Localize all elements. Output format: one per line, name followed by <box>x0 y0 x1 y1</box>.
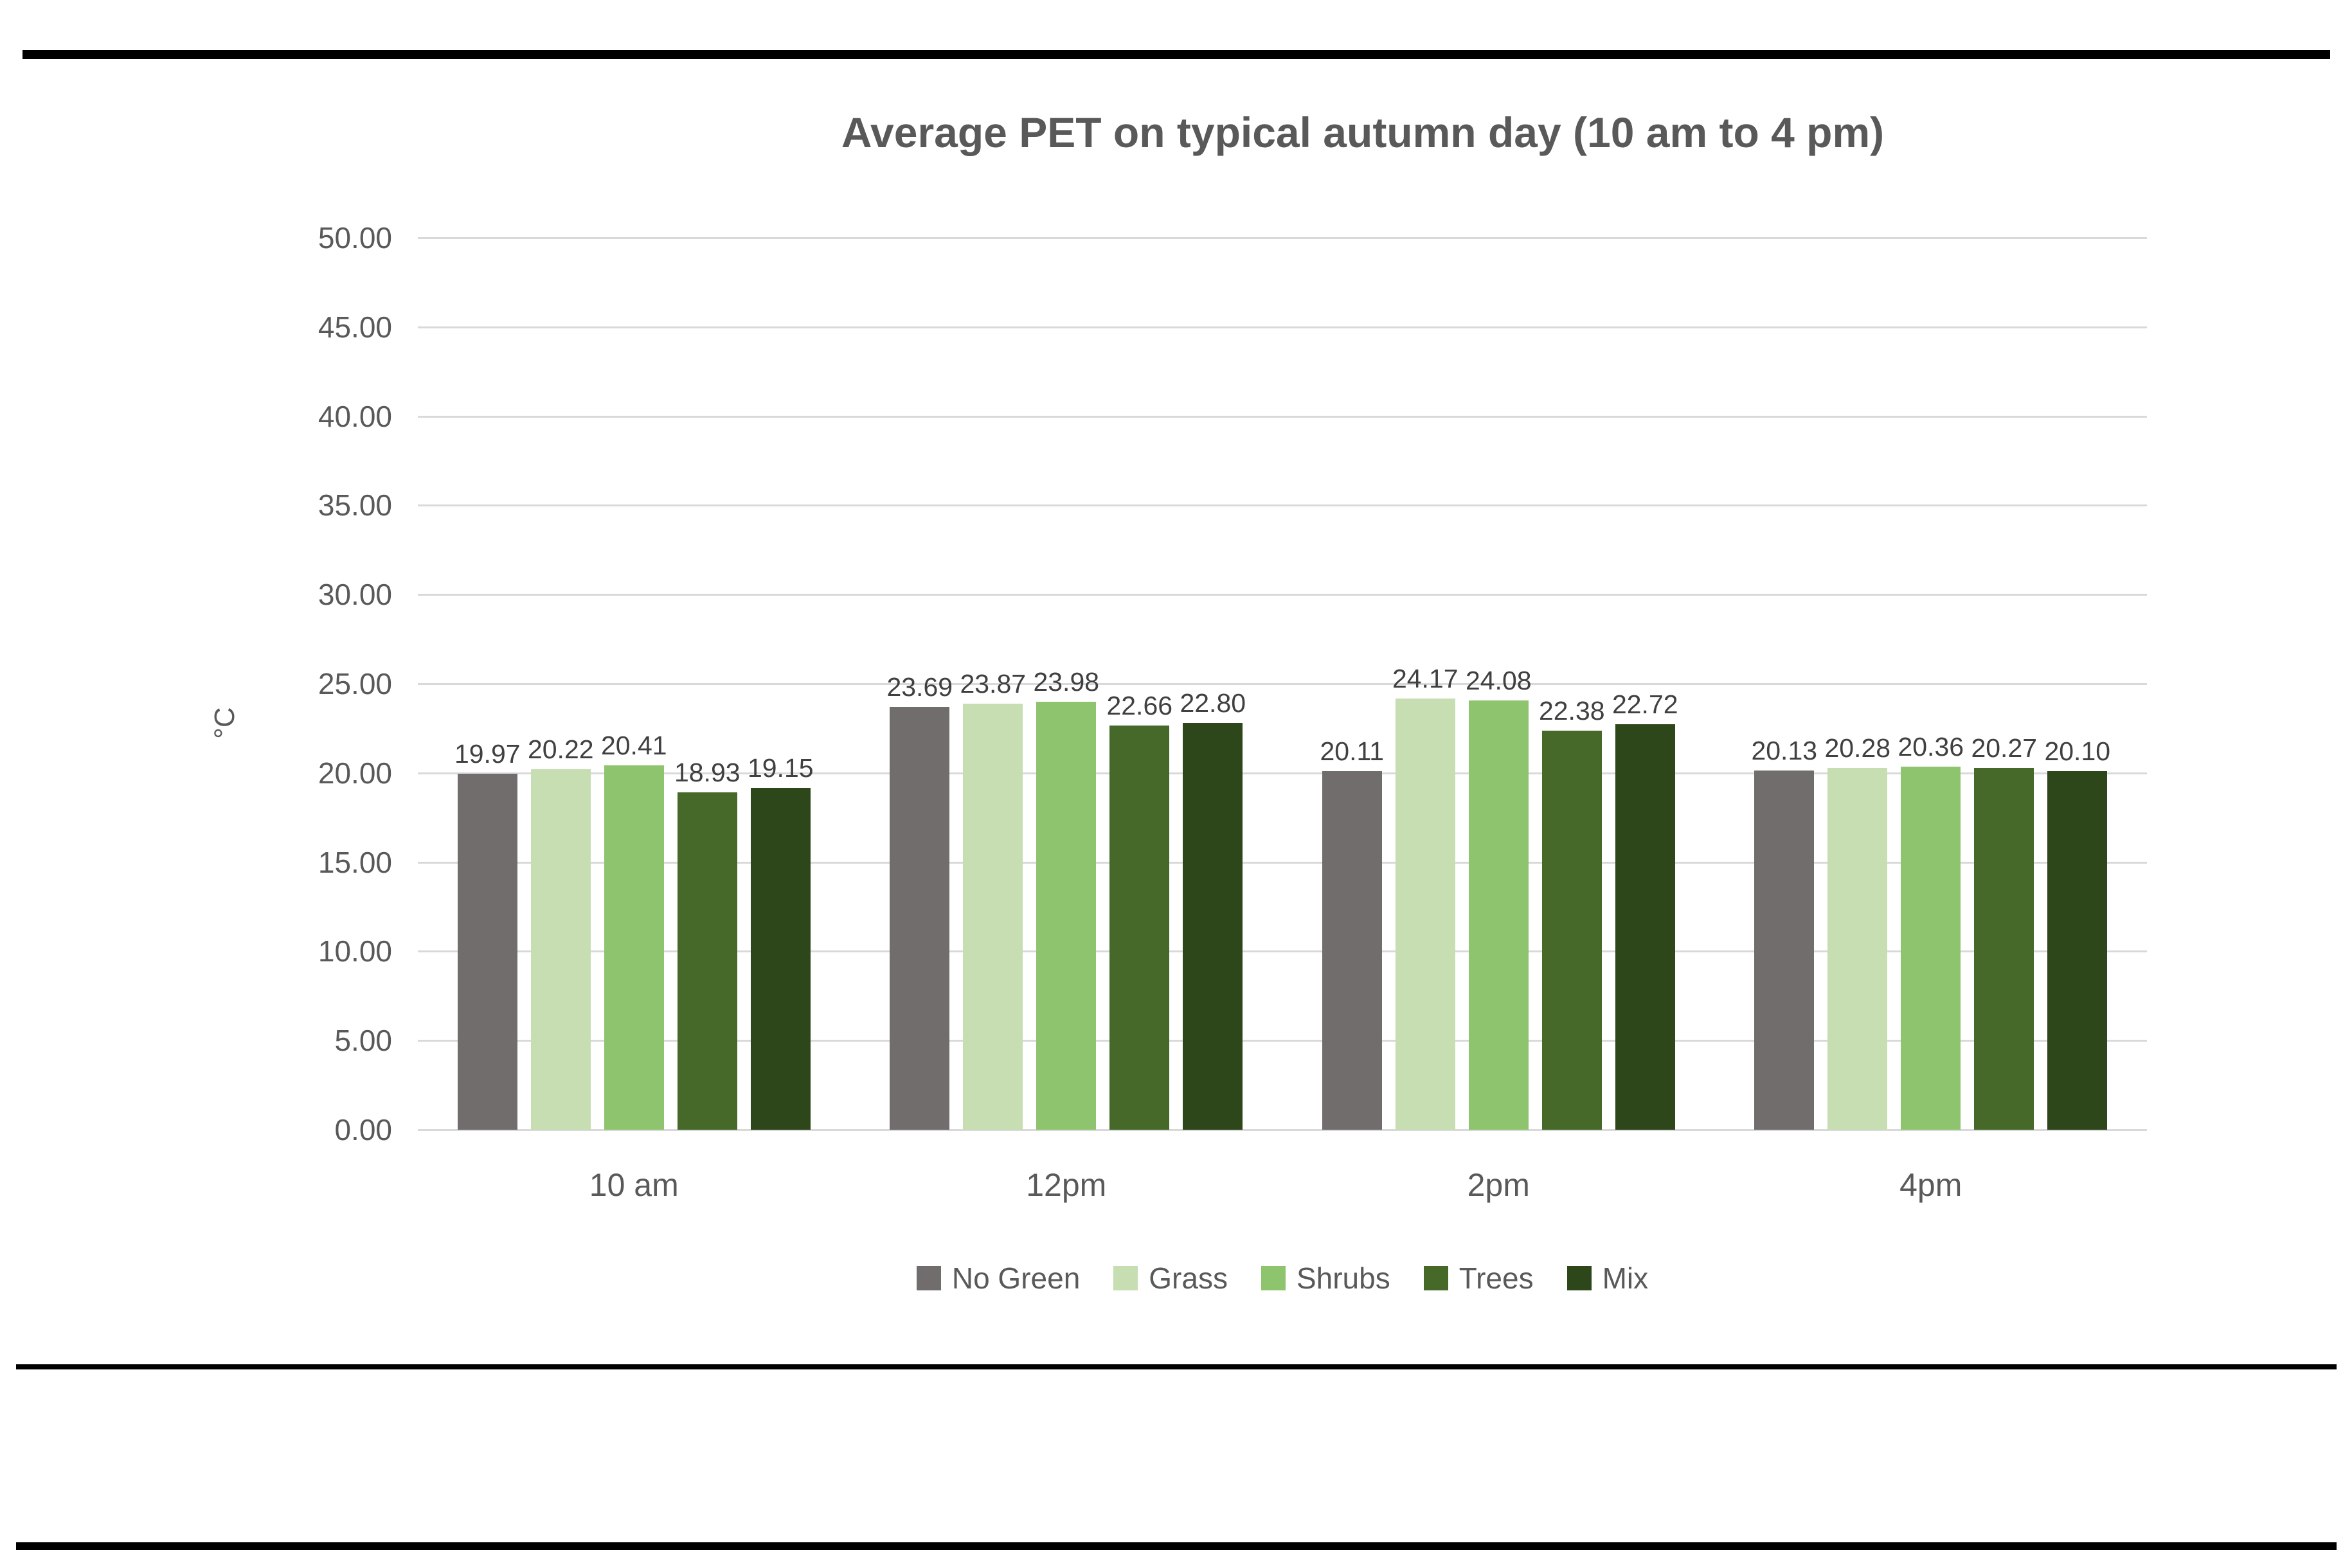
bar-trees-10-am: 18.93 <box>674 758 741 1130</box>
y-tick-label: 35.00 <box>318 488 392 522</box>
legend-label: Mix <box>1602 1261 1649 1295</box>
gridline <box>418 594 2147 596</box>
x-tick-label-12pm: 12pm <box>1026 1167 1107 1203</box>
x-axis-labels: 10 am 12pm 2pm 4pm <box>418 1166 2147 1204</box>
y-tick-label: 50.00 <box>318 221 392 254</box>
table-top-rule <box>16 1364 2337 1369</box>
bar-trees-4pm: 20.27 <box>1971 733 2037 1130</box>
bar-grass-4pm: 20.28 <box>1824 733 1890 1130</box>
bar-value-label: 20.10 <box>2044 736 2111 767</box>
legend-swatch-icon <box>1113 1266 1138 1290</box>
bar-grass-12pm: 23.87 <box>960 669 1026 1130</box>
bar-mix-10-am: 19.15 <box>748 753 814 1130</box>
bar-no-green-4pm: 20.13 <box>1751 736 1817 1130</box>
legend-item-mix: Mix <box>1567 1261 1649 1296</box>
legend: No Green Grass Shrubs Trees Mix <box>418 1261 2147 1296</box>
chart-title: Average PET on typical autumn day (10 am… <box>841 109 1885 156</box>
bar-value-label: 20.13 <box>1751 736 1818 766</box>
bar-value-label: 19.97 <box>454 738 521 769</box>
legend-swatch-icon <box>1423 1266 1448 1290</box>
legend-label: Shrubs <box>1296 1261 1390 1295</box>
gridline <box>418 237 2147 239</box>
bar-group-12pm: 23.69 23.87 23.98 22.66 22.80 <box>850 238 1283 1130</box>
legend-label: Trees <box>1459 1261 1534 1295</box>
gridline <box>418 950 2147 953</box>
y-axis-title: °C <box>209 707 240 739</box>
bar-no-green-10-am: 19.97 <box>454 739 521 1130</box>
bar-mix-2pm: 22.72 <box>1612 690 1678 1130</box>
legend-item-grass: Grass <box>1113 1261 1228 1296</box>
gridline <box>418 1129 2147 1131</box>
bar-mix-12pm: 22.80 <box>1180 688 1246 1130</box>
y-axis: 0.00 5.00 10.00 15.00 20.00 25.00 30.00 35.00 40… <box>0 223 392 1145</box>
bar-value-label: 20.28 <box>1824 733 1891 763</box>
gridline <box>418 1040 2147 1042</box>
bar-value-label: 24.17 <box>1392 664 1459 694</box>
bar-trees-12pm: 22.66 <box>1106 691 1172 1130</box>
bar-no-green-2pm: 20.11 <box>1320 736 1384 1130</box>
x-tick-label-2pm: 2pm <box>1467 1167 1530 1203</box>
bar-no-green-12pm: 23.69 <box>886 672 953 1130</box>
gridline <box>418 504 2147 507</box>
bar-value-label: 23.98 <box>1033 667 1100 697</box>
bar-value-label: 22.66 <box>1106 690 1173 720</box>
legend-item-trees: Trees <box>1423 1261 1534 1296</box>
y-tick-label: 30.00 <box>318 578 392 612</box>
gridline <box>418 772 2147 774</box>
bar-value-label: 24.08 <box>1465 665 1532 695</box>
bar-trees-2pm: 22.38 <box>1539 696 1605 1130</box>
day-average-table: Day average No Green Grass Shrubs Trees … <box>0 1364 2352 1550</box>
bar-value-label: 20.22 <box>527 734 594 764</box>
x-tick-label-4pm: 4pm <box>1899 1167 1962 1203</box>
y-tick-label: 40.00 <box>318 399 392 433</box>
bar-value-label: 20.36 <box>1898 731 1964 762</box>
bar-group-2pm: 20.11 24.17 24.08 22.38 22.72 <box>1282 238 1715 1130</box>
bar-group-4pm: 20.13 20.28 20.36 20.27 20.10 <box>1715 238 2148 1130</box>
table-bottom-rule <box>16 1542 2337 1550</box>
bar-value-label: 22.80 <box>1180 688 1246 718</box>
legend-swatch-icon <box>1261 1266 1286 1290</box>
y-tick-label: 10.00 <box>318 934 392 968</box>
bar-grass-10-am: 20.22 <box>528 735 594 1130</box>
legend-label: Grass <box>1149 1261 1228 1295</box>
gridline <box>418 861 2147 864</box>
gridline <box>418 415 2147 418</box>
bar-value-label: 20.11 <box>1320 736 1385 766</box>
bar-grass-2pm: 24.17 <box>1392 664 1459 1130</box>
plot-area: 19.97 20.22 20.41 18.93 19.15 23.69 23.87 23.98… <box>418 237 2147 1131</box>
y-tick-label: 0.00 <box>334 1113 392 1146</box>
y-tick-label: 5.00 <box>334 1024 392 1058</box>
y-tick-label: 15.00 <box>318 845 392 879</box>
bar-shrubs-10-am: 20.41 <box>601 731 667 1130</box>
bar-value-label: 22.72 <box>1611 690 1678 720</box>
bar-value-label: 23.87 <box>960 669 1027 699</box>
bar-shrubs-12pm: 23.98 <box>1033 667 1099 1130</box>
bar-value-label: 20.41 <box>600 731 667 761</box>
y-tick-label: 25.00 <box>318 667 392 700</box>
gridline <box>418 326 2147 328</box>
gridline <box>418 683 2147 685</box>
bar-shrubs-2pm: 24.08 <box>1466 666 1532 1130</box>
bar-value-label: 22.38 <box>1538 695 1605 726</box>
top-rule <box>22 50 2330 59</box>
legend-label: No Green <box>951 1261 1081 1295</box>
x-tick-label-10-am: 10 am <box>589 1167 679 1203</box>
bar-value-label: 20.27 <box>1971 733 2038 763</box>
bar-value-label: 19.15 <box>747 753 814 783</box>
legend-item-shrubs: Shrubs <box>1261 1261 1390 1296</box>
legend-swatch-icon <box>1567 1266 1592 1290</box>
y-tick-label: 20.00 <box>318 756 392 790</box>
legend-swatch-icon <box>916 1266 941 1290</box>
bar-group-10-am: 19.97 20.22 20.41 18.93 19.15 <box>418 238 850 1130</box>
y-tick-label: 45.00 <box>318 310 392 344</box>
bar-mix-4pm: 20.10 <box>2044 736 2110 1130</box>
bar-groups: 19.97 20.22 20.41 18.93 19.15 23.69 23.87 23.98… <box>418 238 2147 1130</box>
legend-item-no-green: No Green <box>916 1261 1081 1296</box>
bar-value-label: 23.69 <box>886 672 953 702</box>
bar-value-label: 18.93 <box>674 757 741 787</box>
bar-shrubs-4pm: 20.36 <box>1898 732 1964 1130</box>
